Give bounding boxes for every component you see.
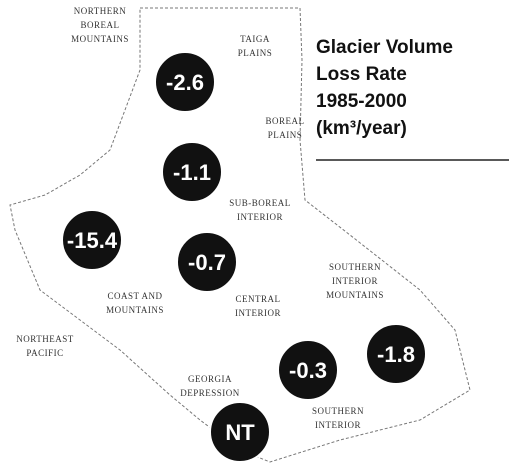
value-label: -15.4	[67, 228, 118, 253]
region-label: INTERIOR	[315, 420, 361, 430]
title-line: (km³/year)	[316, 118, 407, 139]
region-label: COAST AND	[107, 291, 162, 301]
region-label: INTERIOR	[237, 212, 283, 222]
region-label: SOUTHERN	[312, 406, 364, 416]
value-circle	[61, 209, 123, 271]
region-label: SOUTHERN	[329, 262, 381, 272]
region-labels: NORTHERN BOREAL MOUNTAINS TAIGA PLAINS BOREAL…	[16, 6, 384, 430]
region-label: TAIGA	[240, 34, 270, 44]
region-label: INTERIOR	[332, 276, 378, 286]
value-circle	[365, 323, 427, 385]
value-label: -1.8	[377, 342, 415, 367]
region-label: NORTHEAST	[16, 334, 73, 344]
title-line: Glacier Volume	[316, 37, 453, 58]
province-outline	[9, 7, 471, 463]
region-label: MOUNTAINS	[106, 305, 164, 315]
title-line: Loss Rate	[316, 64, 407, 85]
region-label: INTERIOR	[235, 308, 281, 318]
value-circles: -2.6 -1.1 -15.4 -0.7 -0.3 -1.8 NT	[61, 51, 427, 463]
region-label: DEPRESSION	[180, 388, 240, 398]
value-circle	[277, 339, 339, 401]
region-label: PLAINS	[268, 130, 303, 140]
title: Glacier Volume Loss Rate 1985-2000 (km³/yea…	[316, 37, 453, 139]
region-label: BOREAL	[266, 116, 305, 126]
region-label: CENTRAL	[236, 294, 281, 304]
region-label: PLAINS	[238, 48, 273, 58]
region-label: NORTHERN	[74, 6, 126, 16]
value-label: -0.3	[289, 358, 327, 383]
value-circle	[176, 231, 238, 293]
title-line: 1985-2000	[316, 91, 407, 112]
value-label: -2.6	[166, 70, 204, 95]
region-label: PACIFIC	[26, 348, 63, 358]
region-label: BOREAL	[81, 20, 120, 30]
region-label: MOUNTAINS	[71, 34, 129, 44]
value-circle	[154, 51, 216, 113]
value-circle	[161, 141, 223, 203]
value-circle	[209, 401, 271, 463]
region-label: GEORGIA	[188, 374, 232, 384]
region-label: SUB-BOREAL	[229, 198, 291, 208]
value-label: -0.7	[188, 250, 226, 275]
region-label: MOUNTAINS	[326, 290, 384, 300]
value-label: NT	[225, 420, 255, 445]
value-label: -1.1	[173, 160, 211, 185]
